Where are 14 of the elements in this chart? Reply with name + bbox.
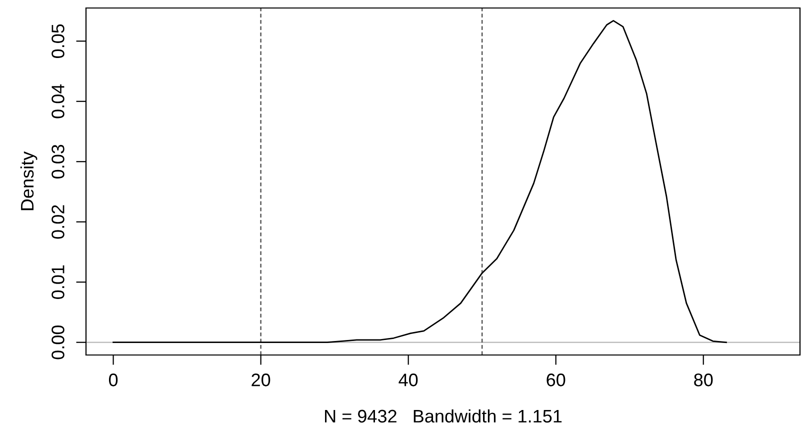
y-tick-label: 0.02 [52, 205, 64, 239]
y-tick-label: 0.04 [52, 84, 64, 118]
y-tick-label: 0.00 [52, 325, 64, 360]
x-tick-label: 60 [546, 374, 566, 386]
x-tick-label: 40 [398, 374, 418, 386]
y-tick-label: 0.03 [52, 144, 64, 178]
x-axis-title: N = 9432 Bandwidth = 1.151 [325, 409, 562, 423]
x-tick-label: 80 [694, 374, 713, 386]
x-tick-label: 20 [252, 374, 270, 386]
x-tick-label: 0 [108, 374, 118, 386]
line-series [112, 20, 727, 344]
y-tick-label: 0.05 [52, 24, 64, 58]
y-axis-title: Density [20, 151, 38, 210]
y-tick-label: 0.01 [52, 265, 64, 299]
